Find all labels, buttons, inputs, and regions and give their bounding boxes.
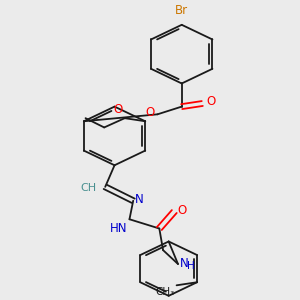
Text: N: N (180, 256, 189, 270)
Text: HN: HN (110, 222, 128, 235)
Text: O: O (206, 95, 215, 109)
Text: Br: Br (175, 4, 188, 17)
Text: CH₃: CH₃ (155, 287, 175, 297)
Text: N: N (135, 193, 144, 206)
Text: O: O (145, 106, 154, 119)
Text: O: O (177, 203, 187, 217)
Text: H: H (187, 262, 195, 272)
Text: O: O (114, 103, 123, 116)
Text: CH: CH (81, 183, 97, 194)
